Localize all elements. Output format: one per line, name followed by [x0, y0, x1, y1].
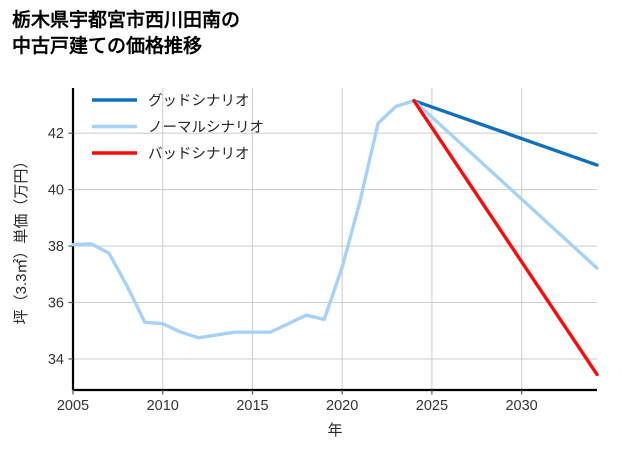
series-line	[71, 98, 599, 340]
chart-title: 栃木県宇都宮市西川田南の 中古戸建ての価格推移	[12, 10, 241, 57]
axis-titles: 年 坪（3.3㎡）単価（万円）	[13, 154, 343, 439]
x-tick-label: 2020	[326, 398, 358, 414]
x-tick-label: 2015	[236, 398, 268, 414]
x-tick-label: 2005	[57, 398, 89, 414]
y-tick-label: 42	[48, 126, 64, 142]
x-tick-label: 2010	[147, 398, 179, 414]
legend-label: ノーマルシナリオ	[148, 120, 264, 136]
axis-spines	[71, 88, 597, 392]
y-tick-label: 36	[48, 296, 64, 312]
series-line	[412, 98, 599, 167]
series-line	[412, 98, 599, 377]
x-axis-title: 年	[327, 422, 342, 439]
legend-label: バッドシナリオ	[148, 147, 250, 163]
y-tick-label: 40	[48, 183, 64, 199]
axis-ticks: 34 36 38 40 42 2005 2010 2015 2020 2025 2030	[48, 126, 538, 414]
y-axis-title: 坪（3.3㎡）単価（万円）	[13, 154, 30, 325]
data-series	[71, 98, 599, 377]
y-tick-label: 38	[48, 239, 64, 255]
legend-label: グッドシナリオ	[148, 93, 250, 110]
y-tick-label: 34	[48, 352, 64, 368]
x-tick-label: 2030	[505, 398, 537, 414]
x-tick-label: 2025	[416, 398, 448, 414]
